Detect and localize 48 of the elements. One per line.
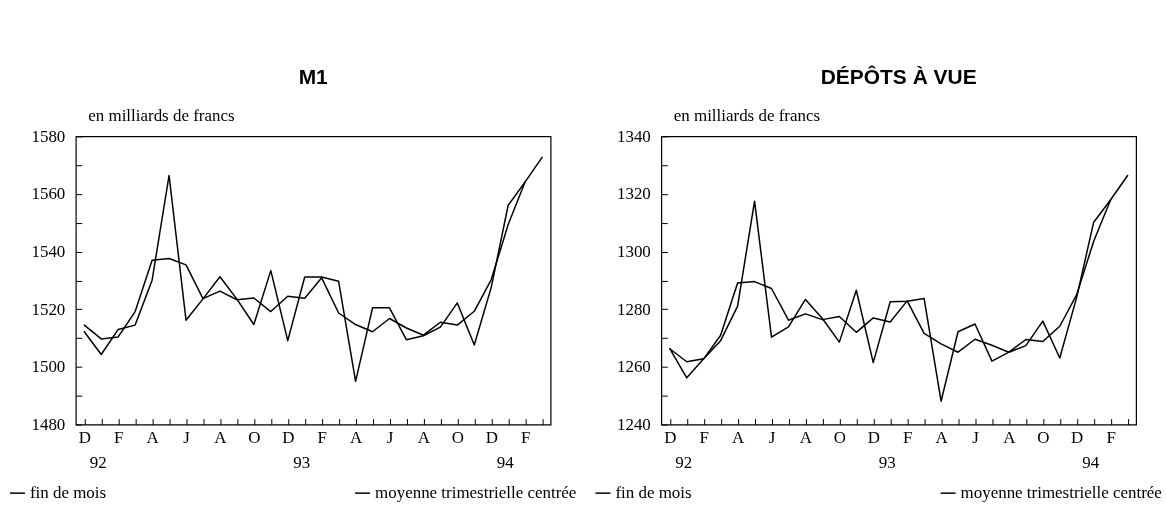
chart-title: M1: [298, 65, 329, 89]
x-tick-label: A: [417, 428, 431, 448]
y-tick-label: 1540: [31, 242, 66, 262]
category-label: D 94: [485, 428, 514, 473]
legend-label: fin de mois: [615, 483, 692, 503]
x-tick-label: F: [317, 428, 327, 448]
y-axis-title: en milliards de francs: [88, 105, 235, 125]
category-label: D 92: [78, 428, 107, 473]
y-tick-label: 1580: [31, 126, 66, 146]
category-label: D 93: [282, 428, 311, 473]
x-tick-label: A: [349, 428, 363, 448]
x-tick-label: F: [113, 428, 124, 448]
y-axis-title: en milliards de francs: [673, 105, 821, 125]
y-tick-label: 1320: [616, 184, 651, 204]
y-tick-label: 1240: [616, 415, 651, 435]
legend-label: moyenne trimestrielle centrée: [375, 483, 577, 503]
x-tick-label: O: [451, 428, 464, 448]
x-tick-label: A: [731, 428, 745, 448]
y-tick-label: 1340: [616, 126, 651, 146]
y-tick-label: 1520: [31, 299, 66, 319]
x-tick-label: F: [902, 428, 913, 448]
category-label: D 93: [867, 428, 896, 473]
x-tick-label: F: [1106, 428, 1116, 448]
x-tick-label: F: [520, 428, 531, 448]
x-tick-label: O: [248, 428, 261, 448]
x-tick-label: A: [935, 428, 949, 448]
legend-label: moyenne trimestrielle centrée: [960, 483, 1162, 503]
x-tick-label: A: [1003, 428, 1017, 448]
x-tick-label: O: [1037, 428, 1050, 448]
y-tick-label: 1500: [31, 357, 66, 377]
category-label: D 94: [1071, 428, 1100, 473]
x-tick-label: J: [386, 428, 394, 448]
x-tick-label: F: [699, 428, 709, 448]
x-tick-label: O: [833, 428, 846, 448]
x-tick-label: A: [799, 428, 813, 448]
y-tick-label: 1480: [31, 415, 66, 435]
y-tick-label: 1560: [31, 184, 66, 204]
y-tick-label: 1280: [616, 299, 651, 319]
x-tick-label: A: [146, 428, 160, 448]
x-tick-label: J: [972, 428, 980, 448]
x-tick-label: J: [183, 428, 191, 448]
x-tick-label: J: [768, 428, 776, 448]
category-label: D 92: [664, 428, 693, 473]
y-tick-label: 1300: [616, 242, 651, 262]
x-tick-label: A: [214, 428, 228, 448]
legend-label: fin de mois: [29, 483, 107, 503]
chart-title: DÉPÔTS À VUE: [820, 65, 977, 89]
y-tick-label: 1260: [616, 357, 651, 377]
